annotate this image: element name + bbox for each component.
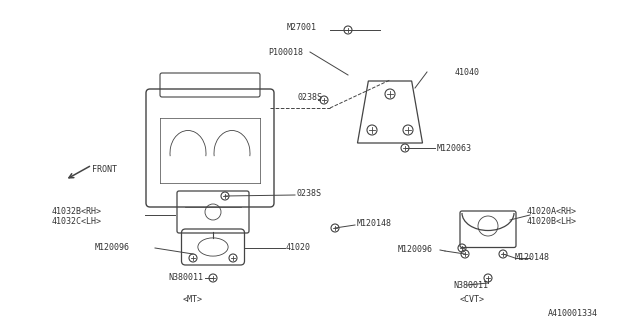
Text: N380011: N380011: [453, 281, 488, 290]
Text: M120096: M120096: [95, 243, 130, 252]
Text: 41032B<RH>: 41032B<RH>: [52, 206, 102, 215]
Text: FRONT: FRONT: [92, 164, 117, 173]
Text: 0238S: 0238S: [297, 92, 322, 101]
Text: M27001: M27001: [287, 22, 317, 31]
Text: 41040: 41040: [455, 68, 480, 76]
Text: 41020B<LH>: 41020B<LH>: [527, 217, 577, 226]
Text: 41020: 41020: [286, 243, 311, 252]
Text: M120096: M120096: [398, 244, 433, 253]
Text: 41020A<RH>: 41020A<RH>: [527, 206, 577, 215]
Text: M120063: M120063: [437, 143, 472, 153]
Text: <CVT>: <CVT>: [460, 295, 485, 305]
Text: P100018: P100018: [268, 47, 303, 57]
Text: M120148: M120148: [357, 219, 392, 228]
Text: 0238S: 0238S: [296, 188, 321, 197]
Text: A410001334: A410001334: [548, 309, 598, 318]
Text: 41032C<LH>: 41032C<LH>: [52, 217, 102, 226]
Text: M120148: M120148: [515, 253, 550, 262]
Text: N380011: N380011: [168, 274, 203, 283]
Text: <MT>: <MT>: [183, 295, 203, 305]
